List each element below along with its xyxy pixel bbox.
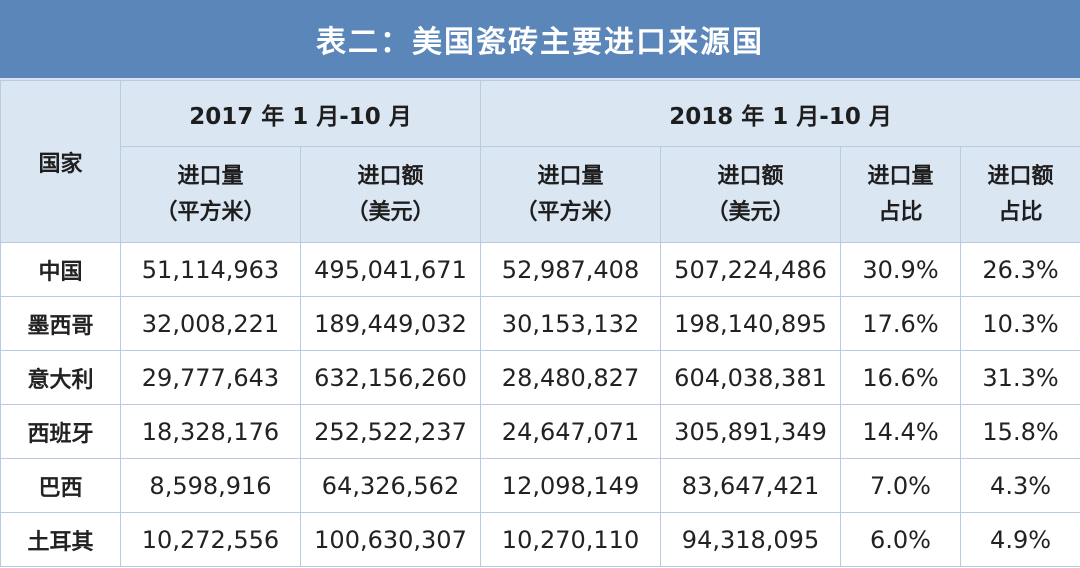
volume-2018-cell: 30,153,132	[480, 296, 662, 351]
header-line: 进口额	[717, 163, 784, 189]
volume-share-cell: 16.6%	[840, 350, 962, 405]
table-row: 巴西 8,598,916 64,326,562 12,098,149 83,64…	[0, 458, 1080, 513]
header-volume-2018: 进口量 （平方米）	[480, 146, 662, 243]
header-row-periods: 国家 2017 年 1 月-10 月 2018 年 1 月-10 月	[0, 80, 1080, 243]
country-cell: 中国	[0, 242, 121, 297]
value-share-cell: 15.8%	[960, 404, 1080, 459]
header-unit: （美元）	[706, 199, 795, 225]
table-row: 土耳其 10,272,556 100,630,307 10,270,110 94…	[0, 512, 1080, 567]
volume-2018-cell: 24,647,071	[480, 404, 662, 459]
header-value-share: 进口额 占比	[960, 146, 1080, 243]
volume-2018-cell: 52,987,408	[480, 242, 662, 297]
header-value-2017: 进口额 （美元）	[299, 146, 482, 243]
header-line: 进口量	[537, 163, 604, 189]
header-line: 进口额	[987, 163, 1054, 189]
header-volume-2017: 进口量 （平方米）	[120, 146, 301, 243]
volume-2017-cell: 32,008,221	[120, 296, 301, 351]
volume-share-cell: 30.9%	[840, 242, 962, 297]
table-row: 西班牙 18,328,176 252,522,237 24,647,071 30…	[0, 404, 1080, 459]
value-2017-cell: 495,041,671	[299, 242, 482, 297]
volume-2017-cell: 10,272,556	[120, 512, 301, 567]
header-line: 进口量	[867, 163, 934, 189]
value-2017-cell: 189,449,032	[299, 296, 482, 351]
volume-share-cell: 6.0%	[840, 512, 962, 567]
volume-share-cell: 14.4%	[840, 404, 962, 459]
header-line: 进口量	[177, 163, 244, 189]
header-volume-share: 进口量 占比	[840, 146, 962, 243]
volume-2017-cell: 51,114,963	[120, 242, 301, 297]
country-cell: 土耳其	[0, 512, 121, 567]
header-period-2018: 2018 年 1 月-10 月	[480, 80, 1080, 147]
value-2018-cell: 83,647,421	[660, 458, 842, 513]
table-row: 中国 51,114,963 495,041,671 52,987,408 507…	[0, 242, 1080, 297]
volume-2018-cell: 28,480,827	[480, 350, 662, 405]
header-row-columns: 进口量 （平方米） 进口额 （美元） 进口量 （平方米） 进口额 （美元） 进口…	[1, 146, 1080, 243]
volume-2017-cell: 29,777,643	[120, 350, 301, 405]
value-share-cell: 26.3%	[960, 242, 1080, 297]
header-country: 国家	[0, 80, 121, 243]
volume-2018-cell: 10,270,110	[480, 512, 662, 567]
table-title: 表二：美国瓷砖主要进口来源国	[0, 0, 1080, 80]
header-line: 进口额	[357, 163, 424, 189]
volume-share-cell: 7.0%	[840, 458, 962, 513]
value-2017-cell: 632,156,260	[299, 350, 482, 405]
value-2018-cell: 198,140,895	[660, 296, 842, 351]
volume-2017-cell: 8,598,916	[120, 458, 301, 513]
value-2018-cell: 94,318,095	[660, 512, 842, 567]
header-unit: （美元）	[346, 199, 435, 225]
country-cell: 意大利	[0, 350, 121, 405]
header-period-2017: 2017 年 1 月-10 月	[119, 80, 482, 147]
table-row: 意大利 29,777,643 632,156,260 28,480,827 60…	[0, 350, 1080, 405]
country-cell: 巴西	[0, 458, 121, 513]
value-2018-cell: 305,891,349	[660, 404, 842, 459]
header-unit: 占比	[998, 199, 1043, 225]
header-value-2018: 进口额 （美元）	[660, 146, 842, 243]
header-unit: 占比	[878, 199, 923, 225]
volume-2018-cell: 12,098,149	[480, 458, 662, 513]
value-2018-cell: 604,038,381	[660, 350, 842, 405]
value-2017-cell: 64,326,562	[299, 458, 482, 513]
country-cell: 墨西哥	[0, 296, 121, 351]
value-share-cell: 31.3%	[960, 350, 1080, 405]
header-unit: （平方米）	[515, 199, 626, 225]
header-unit: （平方米）	[155, 199, 266, 225]
value-2017-cell: 100,630,307	[299, 512, 482, 567]
value-2017-cell: 252,522,237	[299, 404, 482, 459]
table-row: 墨西哥 32,008,221 189,449,032 30,153,132 19…	[0, 296, 1080, 351]
value-share-cell: 10.3%	[960, 296, 1080, 351]
country-cell: 西班牙	[0, 404, 121, 459]
value-2018-cell: 507,224,486	[660, 242, 842, 297]
value-share-cell: 4.3%	[960, 458, 1080, 513]
import-sources-table: 国家 2017 年 1 月-10 月 2018 年 1 月-10 月 进口量 （…	[0, 80, 1080, 567]
volume-2017-cell: 18,328,176	[120, 404, 301, 459]
value-share-cell: 4.9%	[960, 512, 1080, 567]
volume-share-cell: 17.6%	[840, 296, 962, 351]
